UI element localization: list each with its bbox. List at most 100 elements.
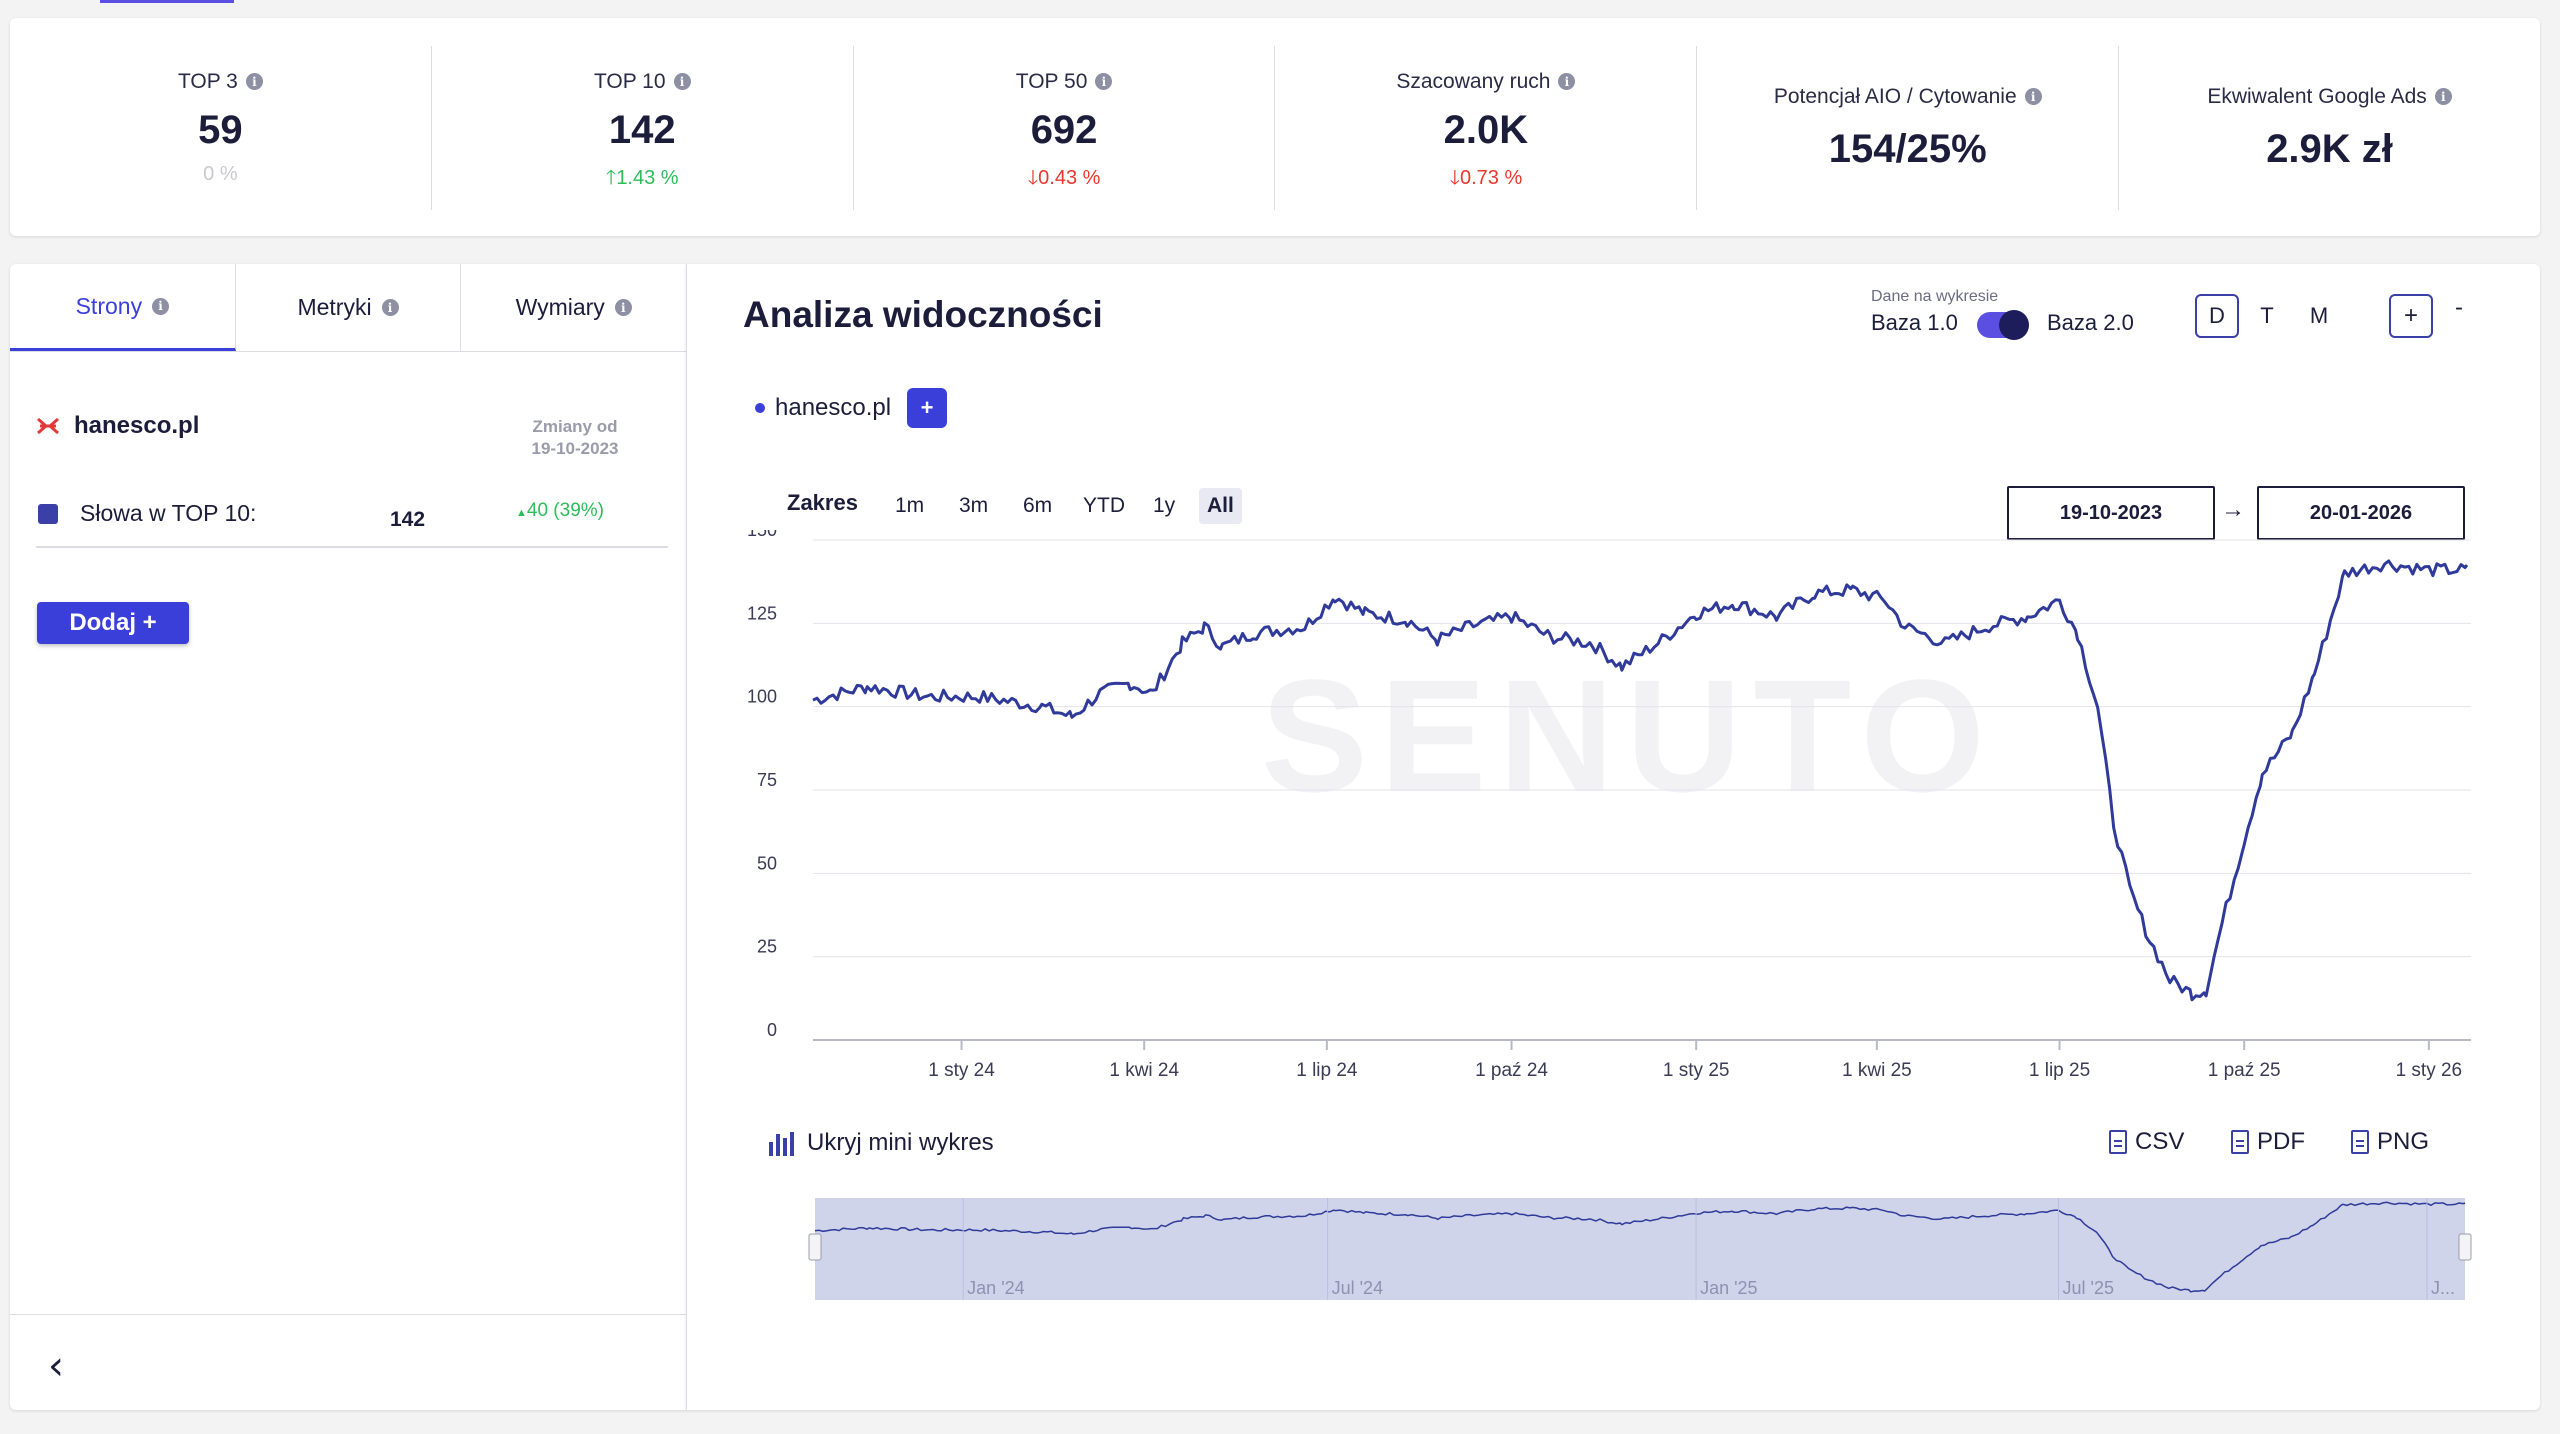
tab-wymiary[interactable]: Wymiary i (461, 264, 686, 351)
site-favicon-icon (37, 417, 59, 435)
pdf-file-icon (2231, 1130, 2249, 1154)
changes-since: Zmiany od 19-10-2023 (510, 416, 640, 460)
left-panel: Strony i Metryki i Wymiary i hanesco.pl Zmi… (10, 264, 686, 1410)
baza-toggle[interactable] (1977, 310, 2029, 340)
chevron-left-icon[interactable]: ‹ (48, 1343, 64, 1389)
stat-change: 0.73 % (1459, 166, 1523, 189)
keyword-change: 40 (39%) (526, 500, 604, 521)
zoom-in-button[interactable]: + (2389, 294, 2433, 338)
export-pdf-button[interactable]: PDF (2231, 1128, 2305, 1156)
info-icon[interactable]: i (673, 73, 691, 90)
period-month-button[interactable]: M (2309, 303, 2329, 328)
watermark: SENUTO (1261, 646, 1997, 825)
stat-top3: TOP 3 i 59 0 % (10, 46, 432, 210)
visibility-chart[interactable]: 0 25 50 75 100 125 150 1 sty 24 1 kwi 24 1 lip 24… (687, 530, 2541, 1130)
x-tick-label: 1 paź 24 (1475, 1060, 1548, 1081)
range-1y-button[interactable]: 1y (1153, 494, 1176, 517)
navigator-tick-label: Jan '24 (967, 1278, 1024, 1298)
stat-change: 0.43 % (1038, 166, 1101, 189)
x-tick-label: 1 sty 25 (1663, 1060, 1730, 1081)
stats-bar: TOP 3 i 59 0 % TOP 10 i 142 🡑1.43 % TOP 50… (10, 18, 2540, 236)
export-png-button[interactable]: PNG (2351, 1128, 2429, 1156)
keyword-label: Słowa w TOP 10: (80, 500, 257, 526)
stat-ads: Ekwiwalent Google Ads i 2.9K zł (2119, 46, 2540, 210)
stat-value: 2.9K zł (2266, 126, 2393, 171)
info-icon[interactable]: i (1558, 73, 1576, 90)
stat-change: 1.43 % (616, 166, 679, 189)
keyword-row: Słowa w TOP 10: 142 ▲40 (39%) (36, 494, 668, 548)
stat-aio: Potencjał AIO / Cytowanie i 154/25% (1697, 46, 2120, 210)
baza1-label: Baza 1.0 (1871, 310, 1958, 335)
navigator-tick-label: Jul '25 (2063, 1278, 2114, 1298)
zoom-out-button[interactable]: - (2455, 294, 2463, 321)
keyword-value: 142 (390, 508, 426, 531)
arrow-up-small-icon: ▲ (516, 507, 527, 519)
navigator-tick-label: Jul '24 (1332, 1278, 1383, 1298)
info-icon[interactable]: i (1095, 73, 1113, 90)
stat-top10: TOP 10 i 142 🡑1.43 % (432, 46, 854, 210)
navigator-selection[interactable] (815, 1198, 2465, 1300)
stat-label: Szacowany ruch (1396, 69, 1551, 93)
y-tick-label: 125 (747, 603, 777, 623)
changes-label: Zmiany od (532, 417, 618, 436)
period-day-button[interactable]: D (2195, 294, 2239, 338)
range-1m-button[interactable]: 1m (895, 494, 925, 517)
arrow-up-icon: 🡑 (605, 166, 617, 189)
site-name: hanesco.pl (74, 412, 200, 439)
series-name: hanesco.pl (775, 394, 892, 421)
range-3m-button[interactable]: 3m (959, 494, 989, 517)
date-to-input[interactable]: 20-01-2026 (2257, 486, 2465, 540)
tab-strony[interactable]: Strony i (10, 264, 236, 351)
tab-metryki[interactable]: Metryki i (236, 264, 462, 351)
hide-mini-chart-label: Ukryj mini wykres (807, 1129, 994, 1156)
y-tick-label: 100 (747, 687, 777, 707)
info-icon: i (614, 299, 632, 316)
mini-chart-navigator[interactable]: Jan '24 Jul '24 Jan '25 Jul '25 J... (687, 1194, 2541, 1334)
export-csv-button[interactable]: CSV (2109, 1128, 2184, 1156)
changes-date: 19-10-2023 (531, 439, 619, 458)
y-tick-label: 50 (757, 853, 777, 873)
stat-label: Potencjał AIO / Cytowanie (1773, 84, 2017, 108)
navigator-series-line (814, 1201, 2466, 1293)
series-legend: hanesco.pl + (755, 388, 948, 428)
stat-value: 142 (608, 107, 676, 152)
period-week-button[interactable]: T (2260, 303, 2274, 328)
date-from-input[interactable]: 19-10-2023 (2007, 486, 2215, 540)
baza2-label: Baza 2.0 (2047, 310, 2134, 335)
active-nav-indicator (100, 0, 234, 3)
navigator-handle-left[interactable] (808, 1233, 822, 1261)
info-icon[interactable]: i (2434, 88, 2452, 105)
range-ytd-button[interactable]: YTD (1083, 494, 1125, 517)
tab-label: Strony (75, 292, 143, 319)
series-color-swatch (38, 504, 58, 524)
range-6m-button[interactable]: 6m (1023, 494, 1053, 517)
stat-value: 154/25% (1828, 126, 1987, 171)
info-icon[interactable]: i (245, 73, 263, 90)
x-tick-label: 1 sty 24 (928, 1060, 995, 1081)
stat-traffic: Szacowany ruch i 2.0K 🡓0.73 % (1275, 46, 1698, 210)
site-row: hanesco.pl (36, 412, 199, 440)
tab-label: Metryki (297, 294, 372, 320)
arrow-right-icon: → (2221, 496, 2245, 523)
png-file-icon (2351, 1130, 2369, 1154)
add-series-button[interactable]: + (907, 388, 948, 428)
range-all-button[interactable]: All (1199, 488, 1242, 524)
y-tick-label: 25 (757, 937, 777, 957)
add-button[interactable]: Dodaj + (37, 602, 189, 644)
x-tick-label: 1 lip 24 (1296, 1060, 1358, 1081)
x-tick-label: 1 lip 25 (2029, 1060, 2090, 1081)
stat-label: TOP 10 (593, 69, 666, 93)
x-tick-label: 1 paź 25 (2208, 1060, 2281, 1081)
arrow-down-icon: 🡓 (1449, 166, 1460, 189)
series-line (812, 559, 2469, 1002)
main-panel: Analiza widoczności Dane na wykresie Baz… (686, 264, 2540, 1410)
navigator-handle-right[interactable] (2458, 1233, 2472, 1261)
stat-label: TOP 50 (1015, 69, 1088, 93)
tab-label: Wymiary (515, 294, 605, 320)
stat-value: 2.0K (1443, 107, 1529, 152)
hide-mini-chart-button[interactable]: Ukryj mini wykres (767, 1128, 994, 1158)
y-tick-label: 0 (767, 1020, 777, 1040)
info-icon[interactable]: i (2024, 88, 2042, 105)
info-icon: i (381, 299, 399, 316)
toggle-knob (1999, 310, 2029, 340)
